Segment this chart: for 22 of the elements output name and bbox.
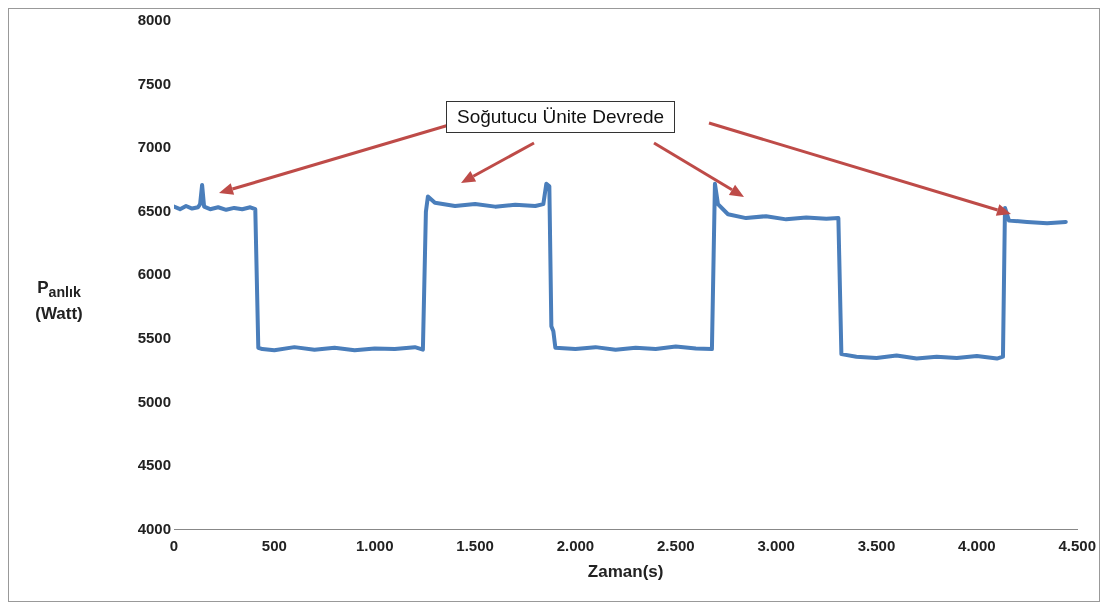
annotation: Soğutucu Ünite Devrede [446, 101, 676, 133]
x-tick-label: 1.000 [355, 536, 394, 554]
x-tick-label: 4.000 [958, 536, 996, 554]
y-tick-label: 4000 [137, 519, 171, 537]
y-tick-label: 5500 [137, 329, 171, 347]
x-tick-label: 0 [169, 536, 179, 554]
y-tick-label: 7000 [137, 138, 171, 156]
x-tick-label: 2.500 [657, 536, 695, 554]
y-tick-label: 6000 [137, 265, 171, 283]
x-tick-label: 3.500 [857, 536, 896, 554]
x-tick-label: 2.000 [556, 536, 595, 554]
y-tick-label: 6500 [137, 201, 171, 219]
y-tick-label: 5000 [137, 392, 171, 410]
x-tick-label: 3.000 [757, 536, 795, 554]
x-tick-label: 500 [261, 536, 287, 554]
x-axis-title: Zaman(s) [587, 562, 664, 582]
y-tick-label: 8000 [137, 11, 171, 29]
x-tick-label: 1.500 [456, 536, 494, 554]
x-tick-label: 4.500 [1058, 536, 1097, 554]
y-axis-title: P$_{anlık}$ (Watt) [34, 277, 84, 326]
y-tick-label: 4500 [137, 456, 171, 474]
y-tick-label: 7500 [137, 74, 171, 92]
